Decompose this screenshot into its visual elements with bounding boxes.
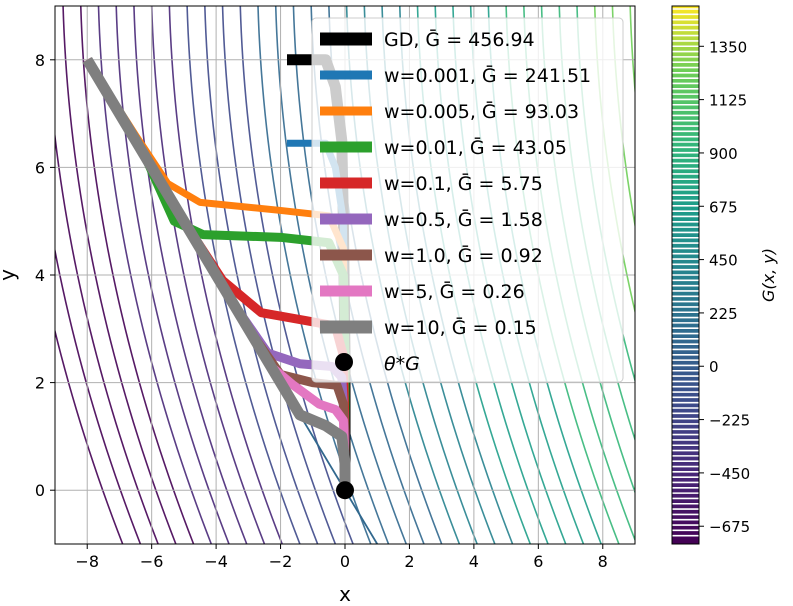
contour-line (701, 6, 793, 544)
y-axis-ticks: 0 2 4 6 8 (35, 51, 55, 500)
colorbar-tick-label: 1125 (709, 92, 747, 110)
x-axis-ticks: −8 −6 −4 −2 0 2 4 6 8 (75, 544, 608, 571)
colorbar-tick-label: 675 (709, 198, 738, 216)
legend-label: GD, Ḡ = 456.94 (384, 27, 535, 51)
y-tick-label: 0 (35, 481, 45, 500)
x-tick-label: 8 (598, 552, 608, 571)
legend-label: w=0.005, Ḡ = 93.03 (384, 99, 579, 123)
colorbar-ticks: −675 −450 −225 0 225 450 675 900 1125 1350 (699, 38, 750, 536)
colorbar-frame (671, 5, 700, 545)
legend-label: w=5, Ḡ = 0.26 (384, 279, 525, 303)
colorbar-tick-label: −225 (709, 412, 750, 430)
colorbar-tick-label: 225 (709, 305, 738, 323)
colorbar-tick-label: 450 (709, 252, 738, 270)
colorbar-tick-label: −450 (709, 465, 750, 483)
contour-line (648, 6, 761, 544)
legend-box (311, 17, 624, 383)
series-line-w10 (82, 56, 351, 491)
x-tick-label: −6 (140, 552, 164, 571)
x-tick-label: 6 (533, 552, 543, 571)
colorbar: −675 −450 −225 0 225 450 675 900 1125 1350 G(x, y… (671, 5, 778, 545)
y-tick-label: 8 (35, 51, 45, 70)
legend-label: w=0.1, Ḡ = 5.75 (384, 171, 543, 195)
legend-optimum-marker (335, 353, 353, 371)
x-tick-label: −4 (204, 552, 228, 571)
legend-label: w=0.01, Ḡ = 43.05 (384, 135, 567, 159)
colorbar-tick-label: −675 (709, 518, 750, 536)
x-tick-label: −8 (75, 552, 99, 571)
legend-optimum-label: θ*G (384, 353, 420, 375)
colorbar-tick-label: 0 (709, 358, 719, 376)
optimum-point (336, 481, 354, 500)
x-tick-label: 0 (340, 552, 350, 571)
contour-line (55, 328, 124, 544)
contour-line (719, 6, 793, 544)
colorbar-tick-label: 1350 (709, 38, 747, 56)
legend-label: w=0.5, Ḡ = 1.58 (384, 207, 543, 231)
y-tick-label: 2 (35, 374, 45, 393)
legend: GD, Ḡ = 456.94 w=0.001, Ḡ = 241.51 w=0.005… (311, 17, 624, 383)
legend-label: w=0.001, Ḡ = 241.51 (384, 63, 591, 87)
x-tick-label: 4 (469, 552, 479, 571)
x-tick-label: −2 (269, 552, 293, 571)
y-tick-label: 6 (35, 158, 45, 177)
colorbar-tick-label: 900 (709, 145, 738, 163)
y-tick-label: 4 (35, 266, 45, 285)
legend-label: w=10, Ḡ = 0.15 (384, 315, 537, 339)
y-axis-label: y (0, 269, 19, 281)
colorbar-stripes (672, 8, 699, 537)
legend-label: w=1.0, Ḡ = 0.92 (384, 243, 543, 267)
x-axis-label: x (339, 582, 351, 606)
x-tick-label: 2 (404, 552, 414, 571)
colorbar-label: G(x, y) (759, 248, 778, 302)
